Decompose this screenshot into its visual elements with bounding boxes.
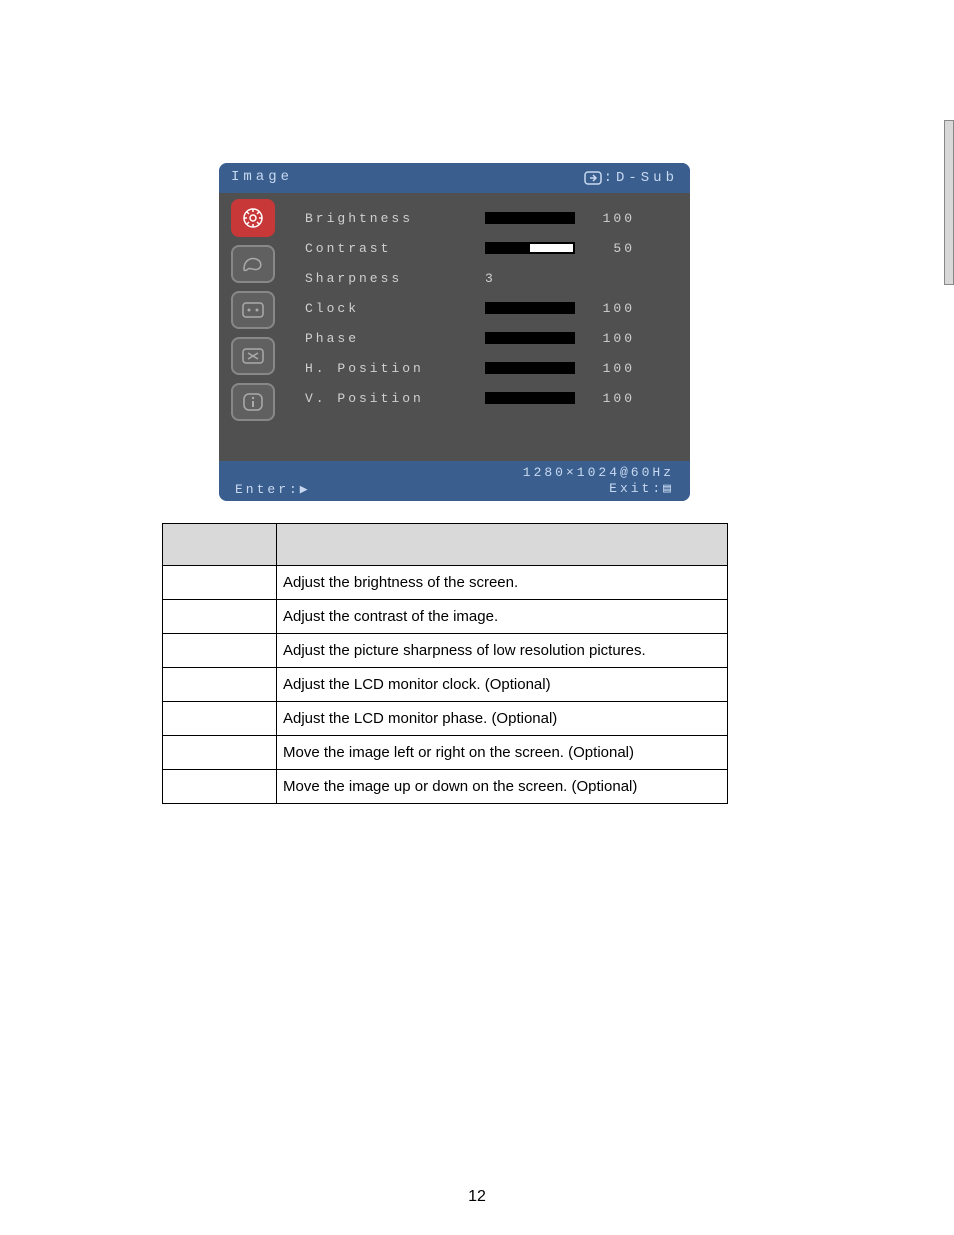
info-menu-icon[interactable]	[231, 383, 275, 421]
slider-bar	[485, 392, 575, 404]
input-icon	[584, 171, 602, 185]
osd-title: Image	[231, 169, 293, 187]
osd-item-vposition[interactable]: V. Position 100	[305, 383, 672, 413]
osd-input-source: :D-Sub	[584, 169, 678, 187]
image-menu-icon[interactable]	[231, 199, 275, 237]
settings-menu-icon[interactable]	[231, 337, 275, 375]
slider-bar	[485, 212, 575, 224]
exit-hint: Exit:▤	[523, 481, 674, 497]
table-header-cell	[277, 524, 728, 566]
osd-item-contrast[interactable]: Contrast 50	[305, 233, 672, 263]
enter-hint: Enter:▶	[235, 482, 311, 497]
osd-header: Image :D-Sub	[219, 163, 690, 193]
color-menu-icon[interactable]	[231, 245, 275, 283]
page-side-tab	[944, 120, 954, 285]
slider-bar	[485, 362, 575, 374]
table-header-row	[163, 524, 728, 566]
table-row: Move the image up or down on the screen.…	[163, 770, 728, 804]
slider-bar	[485, 332, 575, 344]
osd-content: Brightness 100 Contrast 50 Sharpness 3 C…	[287, 193, 690, 461]
table-header-cell	[163, 524, 277, 566]
osd-item-brightness[interactable]: Brightness 100	[305, 203, 672, 233]
osd-panel: Image :D-Sub	[219, 163, 690, 501]
resolution-text: 1280×1024@60Hz	[523, 465, 674, 481]
table-row: Adjust the LCD monitor clock. (Optional)	[163, 668, 728, 702]
slider-bar	[485, 302, 575, 314]
display-menu-icon[interactable]	[231, 291, 275, 329]
osd-item-sharpness[interactable]: Sharpness 3	[305, 263, 672, 293]
table-row: Adjust the picture sharpness of low reso…	[163, 634, 728, 668]
table-row: Adjust the contrast of the image.	[163, 600, 728, 634]
table-row: Adjust the LCD monitor phase. (Optional)	[163, 702, 728, 736]
description-table: Adjust the brightness of the screen. Adj…	[162, 523, 728, 804]
osd-sidebar	[219, 193, 287, 461]
page-number: 12	[0, 1188, 954, 1206]
osd-item-clock[interactable]: Clock 100	[305, 293, 672, 323]
osd-item-phase[interactable]: Phase 100	[305, 323, 672, 353]
slider-bar	[485, 242, 575, 254]
table-row: Adjust the brightness of the screen.	[163, 566, 728, 600]
table-row: Move the image left or right on the scre…	[163, 736, 728, 770]
osd-item-hposition[interactable]: H. Position 100	[305, 353, 672, 383]
osd-footer: Enter:▶ 1280×1024@60Hz Exit:▤	[219, 461, 690, 501]
